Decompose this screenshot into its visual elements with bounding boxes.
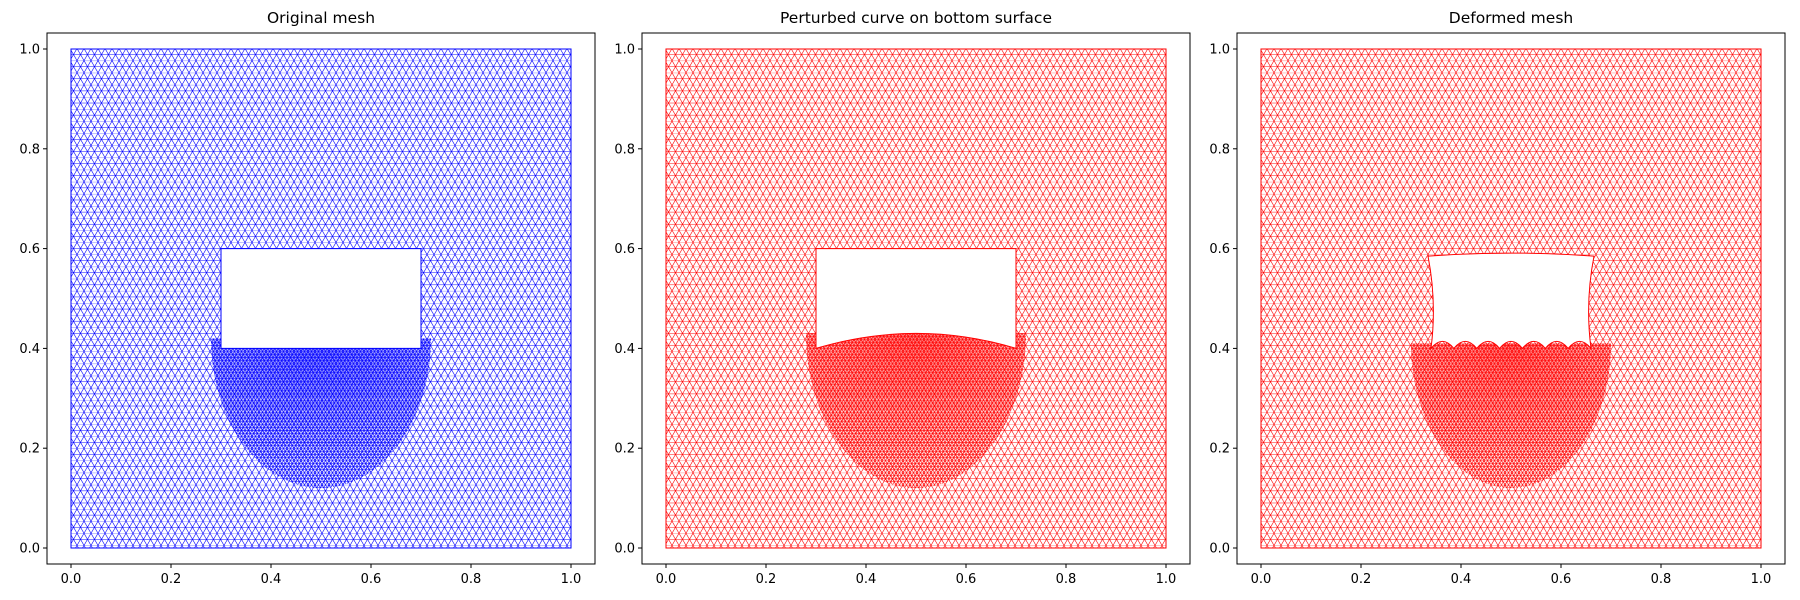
x-tick-label: 0.8 [1651, 572, 1672, 587]
x-tick-label: 0.6 [361, 572, 382, 587]
x-tick-label: 0.2 [161, 572, 182, 587]
refined-mesh-shading [1411, 343, 1611, 488]
panel-title: Original mesh [267, 9, 375, 27]
axes-frame [46, 32, 596, 565]
refined-mesh-shading [211, 338, 431, 489]
x-tick-label: 0.4 [856, 572, 877, 587]
x-tick-label: 0.6 [956, 572, 977, 587]
y-tick-label: 0.6 [19, 242, 40, 257]
y-tick-label: 0.6 [614, 242, 635, 257]
x-tick-label: 0.2 [1351, 572, 1372, 587]
x-tick-label: 0.6 [1551, 572, 1572, 587]
y-tick-label: 0.4 [1209, 342, 1230, 357]
y-tick-label: 1.0 [1209, 43, 1230, 58]
y-tick-label: 0.0 [1209, 542, 1230, 557]
mesh-hole [1427, 252, 1595, 351]
panel-title: Perturbed curve on bottom surface [780, 9, 1052, 27]
mesh-hole [815, 248, 1017, 350]
y-tick-label: 0.2 [19, 442, 40, 457]
panel-perturbed-curve: 0.0 0.2 0.4 0.6 0.8 1.0 0.0 0.2 0.4 0.6 0.8 1.0 Pert… [614, 9, 1191, 587]
x-tick-label: 0.4 [261, 572, 282, 587]
panel-original-mesh: 0.0 0.2 0.4 0.6 0.8 1.0 0.0 0.2 0.4 0.6 0.8 1.0 Orig… [19, 9, 596, 587]
y-tick-label: 0.8 [1209, 142, 1230, 157]
x-tick-label: 0.0 [61, 572, 82, 587]
y-tick-label: 0.8 [19, 142, 40, 157]
x-tick-label: 1.0 [561, 572, 582, 587]
y-tick-label: 0.2 [614, 442, 635, 457]
y-tick-label: 0.0 [614, 542, 635, 557]
y-tick-label: 0.4 [19, 342, 40, 357]
x-tick-label: 1.0 [1156, 572, 1177, 587]
x-tick-label: 0.0 [656, 572, 677, 587]
y-tick-label: 1.0 [614, 43, 635, 58]
y-tick-label: 0.0 [19, 542, 40, 557]
x-tick-label: 0.0 [1251, 572, 1272, 587]
panel-title: Deformed mesh [1449, 9, 1573, 27]
x-tick-label: 0.8 [461, 572, 482, 587]
x-tick-label: 0.8 [1056, 572, 1077, 587]
x-tick-label: 0.4 [1451, 572, 1472, 587]
axes-frame [1236, 32, 1786, 565]
y-tick-label: 0.6 [1209, 242, 1230, 257]
y-tick-label: 0.8 [614, 142, 635, 157]
x-tick-label: 0.2 [756, 572, 777, 587]
refined-mesh-shading [806, 333, 1026, 489]
axes-frame [641, 32, 1191, 565]
y-tick-label: 0.4 [614, 342, 635, 357]
x-tick-label: 1.0 [1751, 572, 1772, 587]
panel-deformed-mesh: 0.0 0.2 0.4 0.6 0.8 1.0 0.0 0.2 0.4 0.6 0.8 1.0 Defo… [1209, 9, 1786, 587]
mesh-hole [220, 248, 422, 349]
y-tick-label: 0.2 [1209, 442, 1230, 457]
y-tick-label: 1.0 [19, 43, 40, 58]
